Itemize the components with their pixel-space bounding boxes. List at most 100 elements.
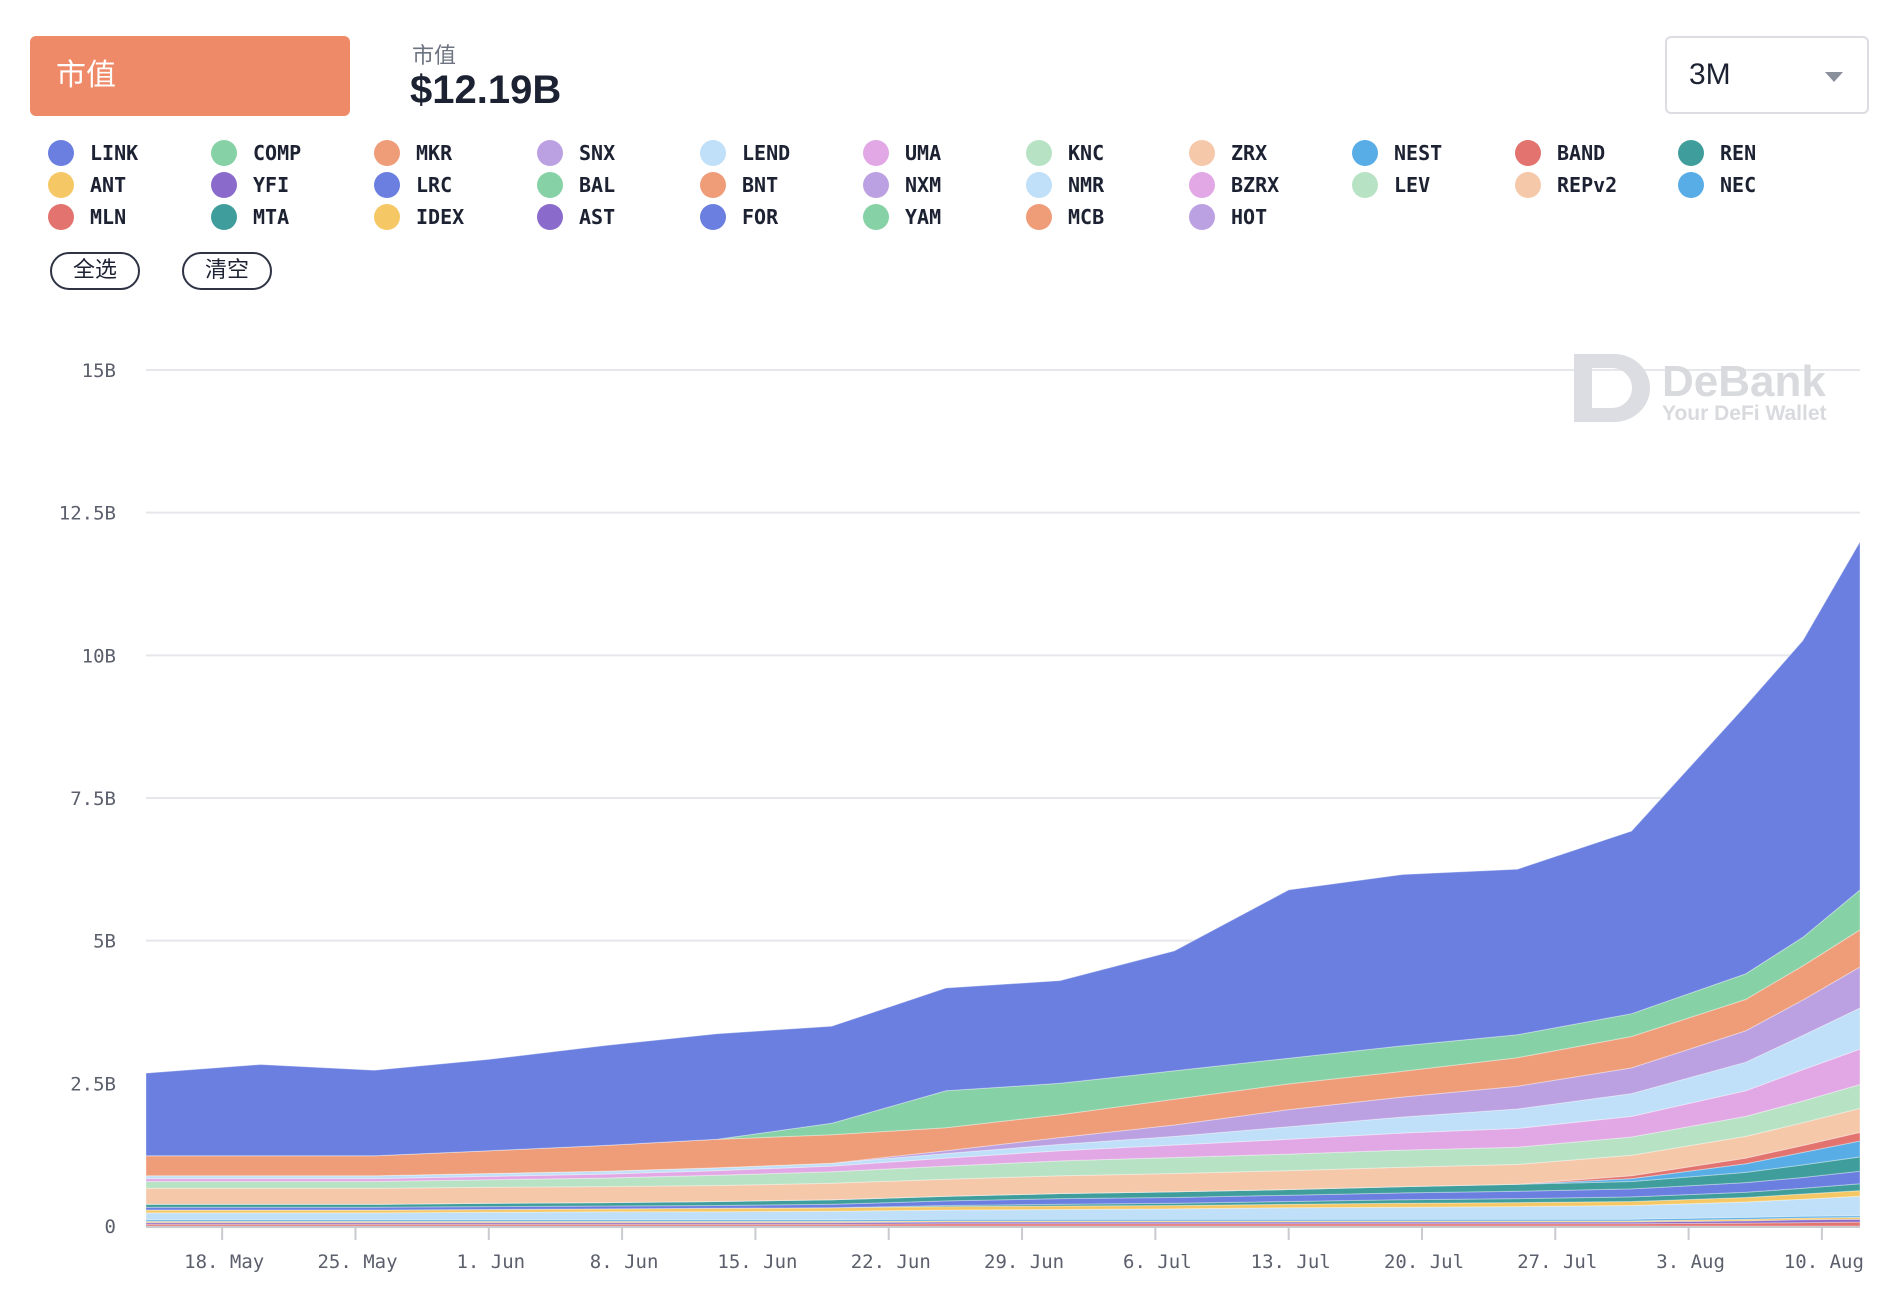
watermark-brand: DeBank (1662, 357, 1826, 406)
legend-label: LEV (1394, 173, 1431, 197)
legend-swatch (1352, 172, 1378, 198)
x-tick-label: 8. Jun (590, 1251, 659, 1273)
y-tick-label: 5B (93, 931, 116, 953)
legend-label: HOT (1231, 205, 1268, 229)
legend-label: AST (579, 205, 616, 229)
legend-label: LINK (90, 141, 139, 165)
legend-label: MLN (90, 205, 127, 229)
legend-swatch (1189, 140, 1215, 166)
legend-label: MKR (416, 141, 453, 165)
legend-swatch (1678, 172, 1704, 198)
legend-label: LRC (416, 173, 453, 197)
legend-label: KNC (1068, 141, 1105, 165)
y-tick-label: 10B (82, 645, 116, 667)
legend-label: NXM (905, 173, 942, 197)
time-range-select[interactable]: 3M (1665, 36, 1869, 114)
chart-legend: LINK COMP MKR SNX LEND UMA KNC ZRX NEST BAND REN AN… (48, 138, 1888, 238)
legend-swatch (863, 204, 889, 230)
x-tick-label: 18. May (184, 1251, 264, 1273)
legend-swatch (537, 172, 563, 198)
legend-label: BAND (1557, 141, 1606, 165)
legend-swatch (374, 204, 400, 230)
legend-swatch (1026, 140, 1052, 166)
time-range-value: 3M (1689, 58, 1731, 91)
legend-label: REPv2 (1557, 173, 1618, 197)
x-tick-label: 15. Jun (717, 1251, 797, 1273)
x-tick-label: 29. Jun (984, 1251, 1064, 1273)
legend-label: BAL (579, 173, 616, 197)
legend-label: NMR (1068, 173, 1105, 197)
legend-swatch (1189, 172, 1215, 198)
area-series-zrx (145, 1107, 1861, 1205)
summary-value: $12.19B (410, 68, 562, 112)
legend-label: NEST (1394, 141, 1443, 165)
legend-label: YAM (905, 205, 942, 229)
x-tick-label: 6. Jul (1123, 1251, 1192, 1273)
legend-swatch (1026, 172, 1052, 198)
legend-swatch (374, 140, 400, 166)
x-tick-label: 22. Jun (851, 1251, 931, 1273)
legend-label: SNX (579, 141, 616, 165)
legend-label: FOR (742, 205, 779, 229)
debank-logo-icon (1574, 354, 1650, 422)
legend-swatch (537, 204, 563, 230)
legend-label: IDEX (416, 205, 465, 229)
area-series-ant (145, 1190, 1861, 1214)
x-tick-label: 3. Aug (1656, 1251, 1725, 1273)
legend-swatch (374, 172, 400, 198)
area-series-lrc (145, 1170, 1861, 1211)
chevron-down-icon (1825, 72, 1843, 82)
legend-label: BNT (742, 173, 779, 197)
y-tick-label: 12.5B (59, 503, 116, 525)
area-series-comp (146, 888, 1861, 1157)
y-tick-label: 15B (82, 360, 116, 382)
legend-swatch (211, 204, 237, 230)
legend-swatch (48, 204, 74, 230)
area-series-uma (145, 1048, 1861, 1182)
metric-tab-market-cap[interactable]: 市值 (30, 36, 350, 116)
legend-label: ANT (90, 173, 127, 197)
legend-label: LEND (742, 141, 791, 165)
clear-button[interactable]: 清空 (182, 252, 272, 290)
summary-label: 市值 (412, 44, 457, 69)
select-all-button[interactable]: 全选 (50, 252, 140, 290)
legend-label: BZRX (1231, 173, 1280, 197)
area-series-link (145, 539, 1861, 1157)
legend-swatch (863, 140, 889, 166)
legend-swatch (1515, 172, 1541, 198)
y-tick-label: 0 (105, 1216, 116, 1238)
x-tick-label: 1. Jun (456, 1251, 525, 1273)
area-series-mkr (145, 928, 1861, 1177)
legend-swatch (211, 140, 237, 166)
y-tick-label: 7.5B (70, 788, 116, 810)
area-series-knc (145, 1083, 1861, 1189)
legend-swatch (1026, 204, 1052, 230)
legend-label: MCB (1068, 205, 1105, 229)
legend-swatch (700, 140, 726, 166)
legend-swatch (700, 204, 726, 230)
watermark-tagline: Your DeFi Wallet (1662, 402, 1827, 425)
legend-swatch (1189, 204, 1215, 230)
legend-swatch (48, 140, 74, 166)
x-tick-label: 27. Jul (1517, 1251, 1597, 1273)
legend-swatch (1678, 140, 1704, 166)
area-series-nmr (145, 1007, 1861, 1180)
legend-swatch (1352, 140, 1378, 166)
legend-label: COMP (253, 141, 302, 165)
legend-label: MTA (253, 205, 290, 229)
legend-label: YFI (253, 173, 290, 197)
legend-swatch (700, 172, 726, 198)
x-tick-label: 20. Jul (1384, 1251, 1464, 1273)
legend-swatch (537, 140, 563, 166)
legend-label: UMA (905, 141, 942, 165)
legend-swatch (48, 172, 74, 198)
legend-label: ZRX (1231, 141, 1268, 165)
x-tick-label: 13. Jul (1251, 1251, 1331, 1273)
legend-swatch (211, 172, 237, 198)
area-series-mta (146, 1183, 1861, 1211)
legend-label: NEC (1720, 173, 1757, 197)
legend-label: REN (1720, 141, 1757, 165)
